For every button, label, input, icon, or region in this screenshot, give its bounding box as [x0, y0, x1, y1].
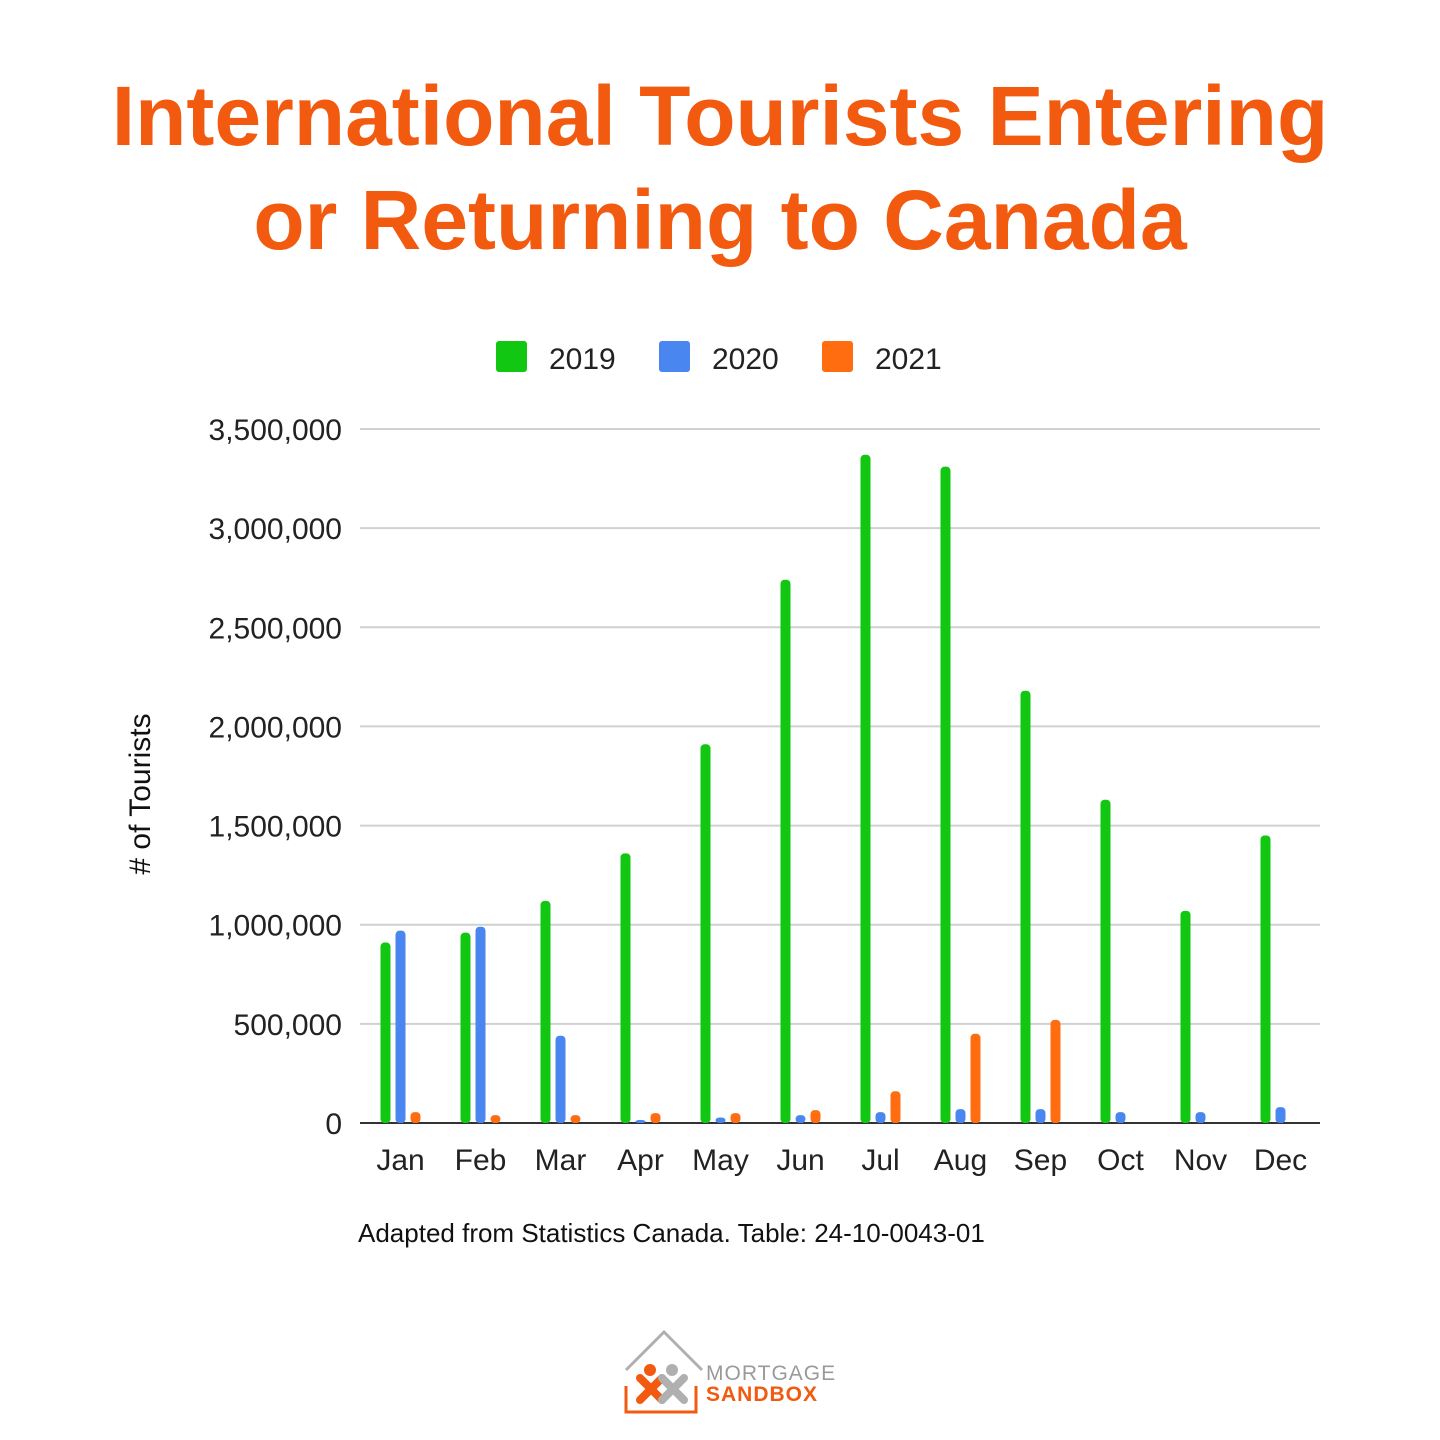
source-note: Adapted from Statistics Canada. Table: 2…: [358, 1218, 985, 1248]
legend-swatch-2020: [659, 341, 690, 372]
x-tick-label: Feb: [455, 1144, 507, 1177]
bar-2019-apr: [620, 853, 631, 1123]
y-axis-label: # of Tourists: [124, 713, 157, 874]
bar-2019-jun: [780, 579, 791, 1123]
bar-2021-jun: [810, 1110, 821, 1123]
y-tick-label: 500,000: [234, 1009, 342, 1042]
bar-2020-jun: [795, 1115, 806, 1123]
bar-2020-aug: [955, 1109, 966, 1123]
y-tick-label: 3,000,000: [209, 513, 342, 546]
legend-label-2019: 2019: [549, 343, 616, 376]
y-axis-ticks: 0 500,000 1,000,000 1,500,000 2,000,000 2,500…: [209, 414, 342, 1141]
bar-2020-sep: [1035, 1109, 1046, 1123]
bar-2019-sep: [1020, 690, 1031, 1123]
bar-2019-aug: [940, 466, 951, 1123]
x-axis-ticks: Jan Feb Mar Apr May Jun Jul Aug Sep Oct Nov Dec: [376, 1144, 1307, 1177]
bar-2019-oct: [1100, 799, 1111, 1123]
y-tick-label: 3,500,000: [209, 414, 342, 447]
bar-2021-aug: [970, 1033, 981, 1123]
bar-2020-nov: [1195, 1112, 1206, 1123]
bar-2021-may: [730, 1113, 741, 1123]
bar-2020-feb: [475, 926, 486, 1123]
legend-label-2020: 2020: [712, 343, 779, 376]
x-tick-label: Nov: [1174, 1144, 1227, 1177]
bar-2019-feb: [460, 932, 471, 1123]
bar-2020-mar: [555, 1035, 566, 1123]
bar-2020-jul: [875, 1112, 886, 1123]
bar-2019-dec: [1260, 835, 1271, 1123]
bar-2020-oct: [1115, 1112, 1126, 1123]
x-tick-label: May: [692, 1144, 749, 1177]
bars: [380, 454, 1286, 1124]
bar-2020-may: [715, 1117, 726, 1123]
legend-swatch-2021: [822, 341, 853, 372]
x-tick-label: Dec: [1254, 1144, 1307, 1177]
bar-2021-sep: [1050, 1019, 1061, 1123]
y-tick-label: 2,500,000: [209, 612, 342, 645]
bar-2020-jan: [395, 930, 406, 1123]
x-tick-label: Jan: [376, 1144, 424, 1177]
bar-2021-feb: [490, 1115, 501, 1123]
chart-title-line-2: or Returning to Canada: [253, 173, 1187, 267]
bar-2019-jan: [380, 942, 391, 1123]
bar-2020-apr: [635, 1120, 646, 1123]
x-tick-label: Apr: [617, 1144, 664, 1177]
bar-2019-mar: [540, 900, 551, 1123]
legend-label-2021: 2021: [875, 343, 942, 376]
y-tick-label: 0: [325, 1108, 342, 1141]
y-tick-label: 2,000,000: [209, 711, 342, 744]
bar-2021-apr: [650, 1113, 661, 1123]
y-tick-label: 1,000,000: [209, 910, 342, 943]
bar-2019-may: [700, 744, 711, 1123]
x-tick-label: Oct: [1097, 1144, 1144, 1177]
legend-swatch-2019: [496, 341, 527, 372]
x-tick-label: Aug: [934, 1144, 987, 1177]
bar-2021-jan: [410, 1112, 421, 1123]
x-tick-label: Mar: [535, 1144, 587, 1177]
x-tick-label: Sep: [1014, 1144, 1067, 1177]
bar-2019-jul: [860, 454, 871, 1124]
bar-2021-mar: [570, 1115, 581, 1123]
mortgage-sandbox-logo: [624, 1329, 704, 1414]
gridlines: [360, 428, 1320, 1124]
legend: 2019 2020 2021: [496, 341, 942, 376]
bar-2021-jul: [890, 1091, 901, 1123]
bar-2019-nov: [1180, 910, 1191, 1123]
chart-title-line-1: International Tourists Entering: [111, 69, 1329, 163]
logo-text-sandbox: SANDBOX: [706, 1383, 819, 1406]
x-tick-label: Jul: [861, 1144, 899, 1177]
x-tick-label: Jun: [776, 1144, 824, 1177]
bar-2020-dec: [1275, 1107, 1286, 1123]
logo-text-mortgage: MORTGAGE: [706, 1362, 837, 1385]
y-tick-label: 1,500,000: [209, 811, 342, 844]
